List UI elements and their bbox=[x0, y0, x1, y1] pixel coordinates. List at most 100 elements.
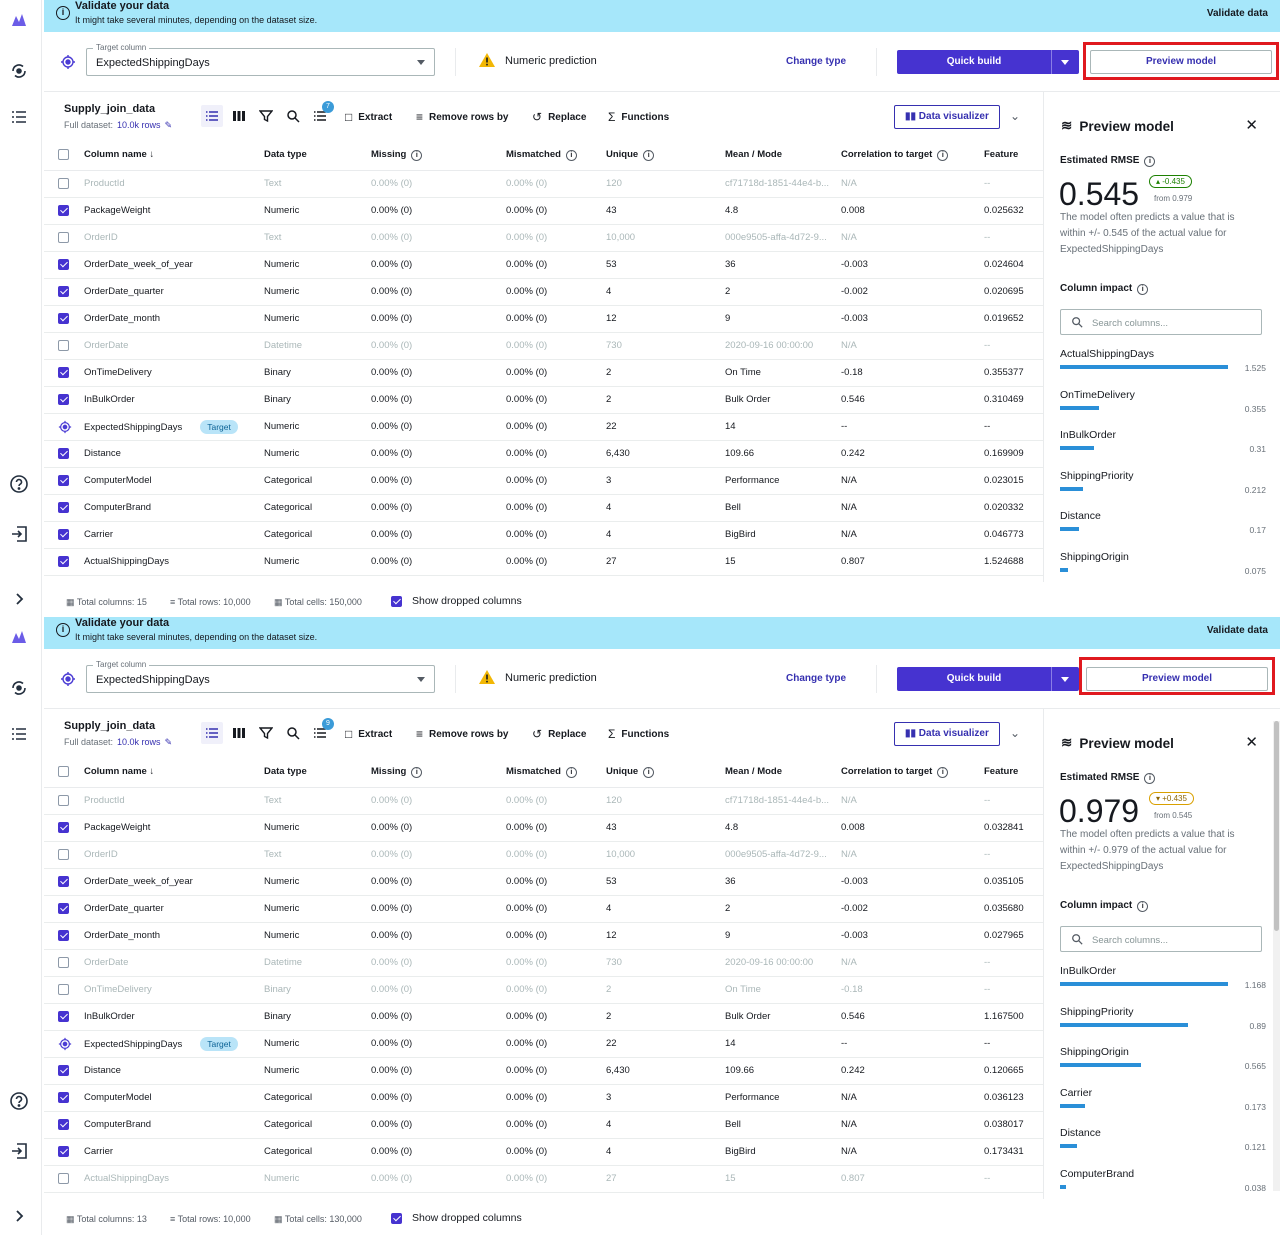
impact-item[interactable]: ShippingPriority 0.212 bbox=[1060, 470, 1266, 510]
preview-model-button[interactable]: Preview model bbox=[1090, 50, 1272, 74]
remove-rows-button[interactable]: ≡ Remove rows by bbox=[416, 110, 509, 124]
header-mean-mode[interactable]: Mean / Mode bbox=[725, 140, 841, 171]
row-checkbox[interactable] bbox=[58, 929, 69, 941]
canvas-logo-icon[interactable] bbox=[9, 10, 29, 30]
row-checkbox[interactable] bbox=[58, 177, 69, 189]
impact-item[interactable]: Distance 0.121 bbox=[1060, 1127, 1266, 1167]
table-row[interactable]: OrderDate Datetime 0.00% (0) 0.00% (0) 730 20… bbox=[44, 332, 1043, 360]
table-row[interactable]: OrderDate_month Numeric 0.00% (0) 0.00% (0)… bbox=[44, 922, 1043, 950]
table-row[interactable]: PackageWeight Numeric 0.00% (0) 0.00% (0) 43… bbox=[44, 197, 1043, 225]
data-visualizer-button[interactable]: ▮▮ Data visualizer bbox=[894, 105, 1000, 129]
table-row[interactable]: ComputerBrand Categorical 0.00% (0) 0.00% (… bbox=[44, 494, 1043, 522]
preview-model-button[interactable]: Preview model bbox=[1086, 667, 1268, 691]
list-icon[interactable] bbox=[9, 107, 29, 127]
header-mismatched[interactable]: Mismatched i bbox=[506, 757, 606, 788]
impact-item[interactable]: ActualShippingDays 1.525 bbox=[1060, 348, 1266, 388]
row-checkbox[interactable] bbox=[58, 447, 69, 459]
build-options-chevron-icon[interactable] bbox=[1061, 60, 1069, 65]
impact-item[interactable]: ShippingOrigin 0.565 bbox=[1060, 1046, 1266, 1086]
table-row[interactable]: OrderDate Datetime 0.00% (0) 0.00% (0) 730 20… bbox=[44, 949, 1043, 977]
row-checkbox[interactable] bbox=[58, 393, 69, 405]
search-icon[interactable] bbox=[282, 722, 304, 744]
row-checkbox[interactable] bbox=[58, 528, 69, 540]
row-checkbox[interactable] bbox=[58, 1145, 69, 1157]
canvas-logo-icon[interactable] bbox=[9, 627, 29, 647]
info-icon[interactable]: i bbox=[937, 149, 949, 161]
grid-view-icon[interactable] bbox=[228, 105, 250, 127]
show-dropped-checkbox[interactable] bbox=[391, 595, 402, 607]
transforms-icon[interactable]: 7 bbox=[309, 101, 334, 127]
replace-button[interactable]: ↺ Replace bbox=[532, 110, 587, 124]
row-checkbox[interactable] bbox=[58, 231, 69, 243]
row-checkbox[interactable] bbox=[58, 821, 69, 833]
row-checkbox[interactable] bbox=[58, 366, 69, 378]
header-data-type[interactable]: Data type bbox=[264, 757, 371, 788]
replace-button[interactable]: ↺ Replace bbox=[532, 727, 587, 741]
dataset-rows-link[interactable]: 10.0k rows bbox=[117, 737, 161, 747]
table-row[interactable]: ComputerModel Categorical 0.00% (0) 0.00% (… bbox=[44, 1084, 1043, 1112]
table-row[interactable]: ActualShippingDays Numeric 0.00% (0) 0.00% … bbox=[44, 548, 1043, 576]
grid-view-icon[interactable] bbox=[228, 722, 250, 744]
header-feature[interactable]: Feature bbox=[984, 757, 1043, 788]
impact-item[interactable]: OnTimeDelivery 0.355 bbox=[1060, 389, 1266, 429]
close-icon[interactable]: ✕ bbox=[1245, 734, 1258, 751]
table-row[interactable]: Distance Numeric 0.00% (0) 0.00% (0) 6,430 10… bbox=[44, 440, 1043, 468]
row-checkbox[interactable] bbox=[58, 794, 69, 806]
header-unique[interactable]: Unique i bbox=[606, 757, 725, 788]
table-row[interactable]: OnTimeDelivery Binary 0.00% (0) 0.00% (0) 2 O… bbox=[44, 359, 1043, 387]
table-row[interactable]: OrderID Text 0.00% (0) 0.00% (0) 10,000 000e9… bbox=[44, 224, 1043, 252]
data-visualizer-button[interactable]: ▮▮ Data visualizer bbox=[894, 722, 1000, 746]
header-feature[interactable]: Feature bbox=[984, 140, 1043, 171]
row-checkbox[interactable] bbox=[58, 1172, 69, 1184]
quick-build-button[interactable]: Quick build bbox=[897, 50, 1079, 74]
column-search-input[interactable]: Search columns... bbox=[1060, 926, 1262, 952]
header-mean-mode[interactable]: Mean / Mode bbox=[725, 757, 841, 788]
info-icon[interactable]: i bbox=[1137, 901, 1149, 912]
table-row[interactable]: OrderDate_week_of_year Numeric 0.00% (0) 0.… bbox=[44, 251, 1043, 279]
table-row[interactable]: InBulkOrder Binary 0.00% (0) 0.00% (0) 2 Bulk… bbox=[44, 386, 1043, 414]
row-checkbox[interactable] bbox=[58, 1091, 69, 1103]
table-row[interactable]: ExpectedShippingDays Target Numeric 0.00% (… bbox=[44, 413, 1043, 441]
table-row[interactable]: ComputerBrand Categorical 0.00% (0) 0.00% (… bbox=[44, 1111, 1043, 1139]
header-correlation[interactable]: Correlation to target i bbox=[841, 140, 984, 171]
impact-item[interactable]: ShippingPriority 0.89 bbox=[1060, 1006, 1266, 1046]
header-data-type[interactable]: Data type bbox=[264, 140, 371, 171]
info-icon[interactable]: i bbox=[1137, 284, 1149, 295]
table-row[interactable]: InBulkOrder Binary 0.00% (0) 0.00% (0) 2 Bulk… bbox=[44, 1003, 1043, 1031]
row-checkbox[interactable] bbox=[58, 339, 69, 351]
filter-icon[interactable] bbox=[255, 722, 277, 744]
impact-item[interactable]: ComputerBrand 0.038 bbox=[1060, 1168, 1266, 1200]
row-checkbox[interactable] bbox=[58, 902, 69, 914]
table-row[interactable]: OnTimeDelivery Binary 0.00% (0) 0.00% (0) 2 O… bbox=[44, 976, 1043, 1004]
extract-button[interactable]: □ Extract bbox=[345, 110, 393, 124]
impact-item[interactable]: Carrier 0.173 bbox=[1060, 1087, 1266, 1127]
row-checkbox[interactable] bbox=[58, 501, 69, 513]
table-row[interactable]: OrderDate_week_of_year Numeric 0.00% (0) 0.… bbox=[44, 868, 1043, 896]
select-all-checkbox[interactable] bbox=[58, 766, 69, 778]
info-icon[interactable]: i bbox=[411, 149, 423, 161]
row-checkbox[interactable] bbox=[58, 285, 69, 297]
table-row[interactable]: ActualShippingDays Numeric 0.00% (0) 0.00% … bbox=[44, 1165, 1043, 1193]
info-icon[interactable]: i bbox=[937, 766, 949, 778]
header-column-name[interactable]: Column name ↓ bbox=[84, 757, 264, 788]
row-checkbox[interactable] bbox=[58, 312, 69, 324]
close-icon[interactable]: ✕ bbox=[1245, 117, 1258, 134]
show-dropped-checkbox[interactable] bbox=[391, 1212, 402, 1224]
row-checkbox[interactable] bbox=[58, 1064, 69, 1076]
list-icon[interactable] bbox=[9, 724, 29, 744]
functions-button[interactable]: Σ Functions bbox=[608, 110, 670, 124]
target-column-select[interactable]: Target column ExpectedShippingDays bbox=[86, 660, 435, 693]
quick-build-button[interactable]: Quick build bbox=[897, 667, 1079, 691]
info-icon[interactable]: i bbox=[565, 149, 577, 161]
info-icon[interactable]: i bbox=[1144, 773, 1156, 784]
help-icon[interactable] bbox=[9, 1091, 29, 1111]
panel-scrollbar[interactable] bbox=[1273, 721, 1280, 1191]
header-column-name[interactable]: Column name ↓ bbox=[84, 140, 264, 171]
remove-rows-button[interactable]: ≡ Remove rows by bbox=[416, 727, 509, 741]
functions-button[interactable]: Σ Functions bbox=[608, 727, 670, 741]
header-mismatched[interactable]: Mismatched i bbox=[506, 140, 606, 171]
row-checkbox[interactable] bbox=[58, 983, 69, 995]
table-row[interactable]: OrderDate_quarter Numeric 0.00% (0) 0.00% (… bbox=[44, 278, 1043, 306]
show-dropped-toggle[interactable]: Show dropped columns bbox=[391, 1212, 522, 1224]
header-unique[interactable]: Unique i bbox=[606, 140, 725, 171]
